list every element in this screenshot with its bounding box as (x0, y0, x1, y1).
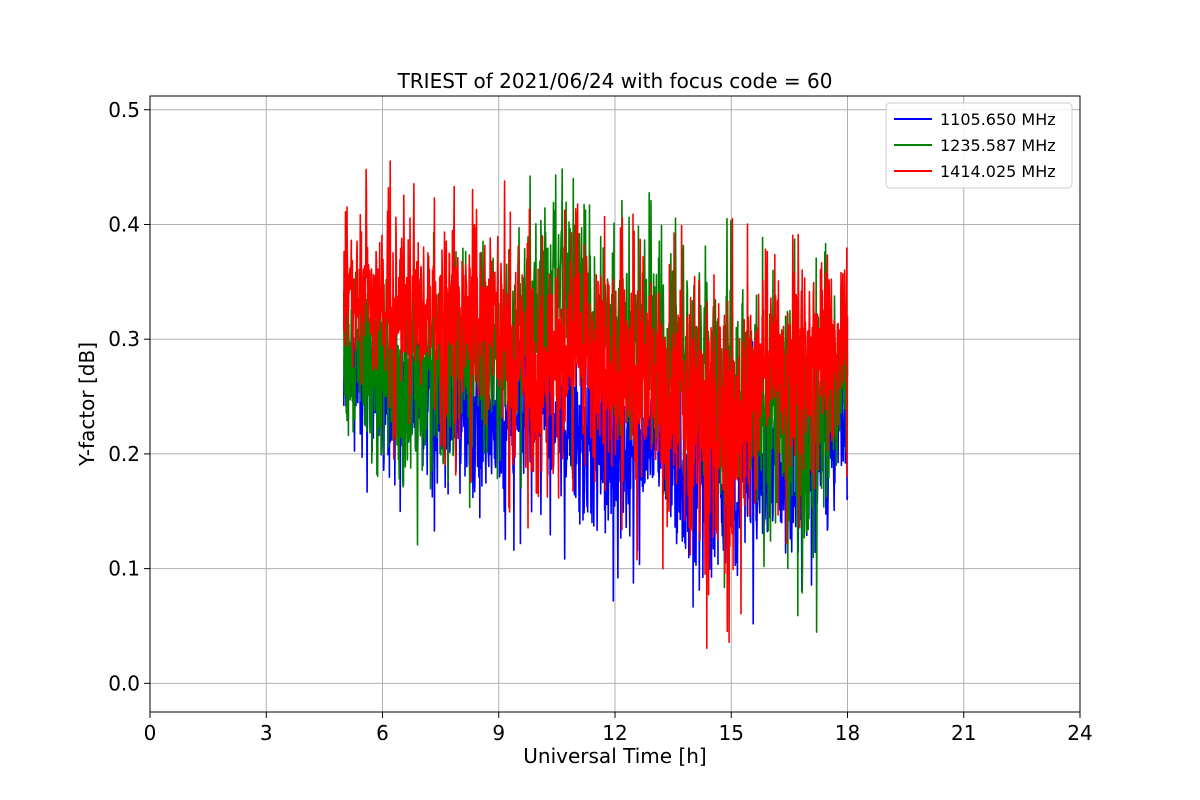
x-tick-label: 15 (719, 721, 744, 745)
x-tick-label: 3 (260, 721, 273, 745)
y-tick-label: 0.5 (108, 98, 140, 122)
ticks: 0 3 6 9 12 15 18 21 24 0.0 0.1 0.2 0.3 0.4 0.5 (108, 98, 1093, 745)
y-tick-label: 0.2 (108, 442, 140, 466)
y-tick-label: 0.4 (108, 212, 140, 236)
x-tick-label: 12 (602, 721, 627, 745)
x-axis-label: Universal Time [h] (523, 744, 706, 768)
x-tick-label: 18 (835, 721, 860, 745)
x-tick-label: 6 (376, 721, 389, 745)
y-tick-label: 0.1 (108, 557, 140, 581)
x-tick-label: 21 (951, 721, 976, 745)
legend-entry: 1235.587 MHz (940, 136, 1056, 155)
series-layer (343, 160, 849, 650)
x-tick-label: 24 (1067, 721, 1092, 745)
x-tick-label: 9 (492, 721, 505, 745)
legend: 1105.650 MHz 1235.587 MHz 1414.025 MHz (885, 102, 1073, 189)
legend-entry: 1414.025 MHz (940, 162, 1056, 181)
y-axis-label: Y-factor [dB] (75, 342, 99, 467)
legend-entry: 1105.650 MHz (940, 110, 1056, 129)
y-tick-label: 0.0 (108, 671, 140, 695)
chart-title: TRIEST of 2021/06/24 with focus code = 6… (397, 69, 833, 93)
series-line-3 (343, 160, 849, 650)
x-tick-label: 0 (144, 721, 157, 745)
legend-box (885, 102, 1073, 189)
y-tick-label: 0.3 (108, 327, 140, 351)
